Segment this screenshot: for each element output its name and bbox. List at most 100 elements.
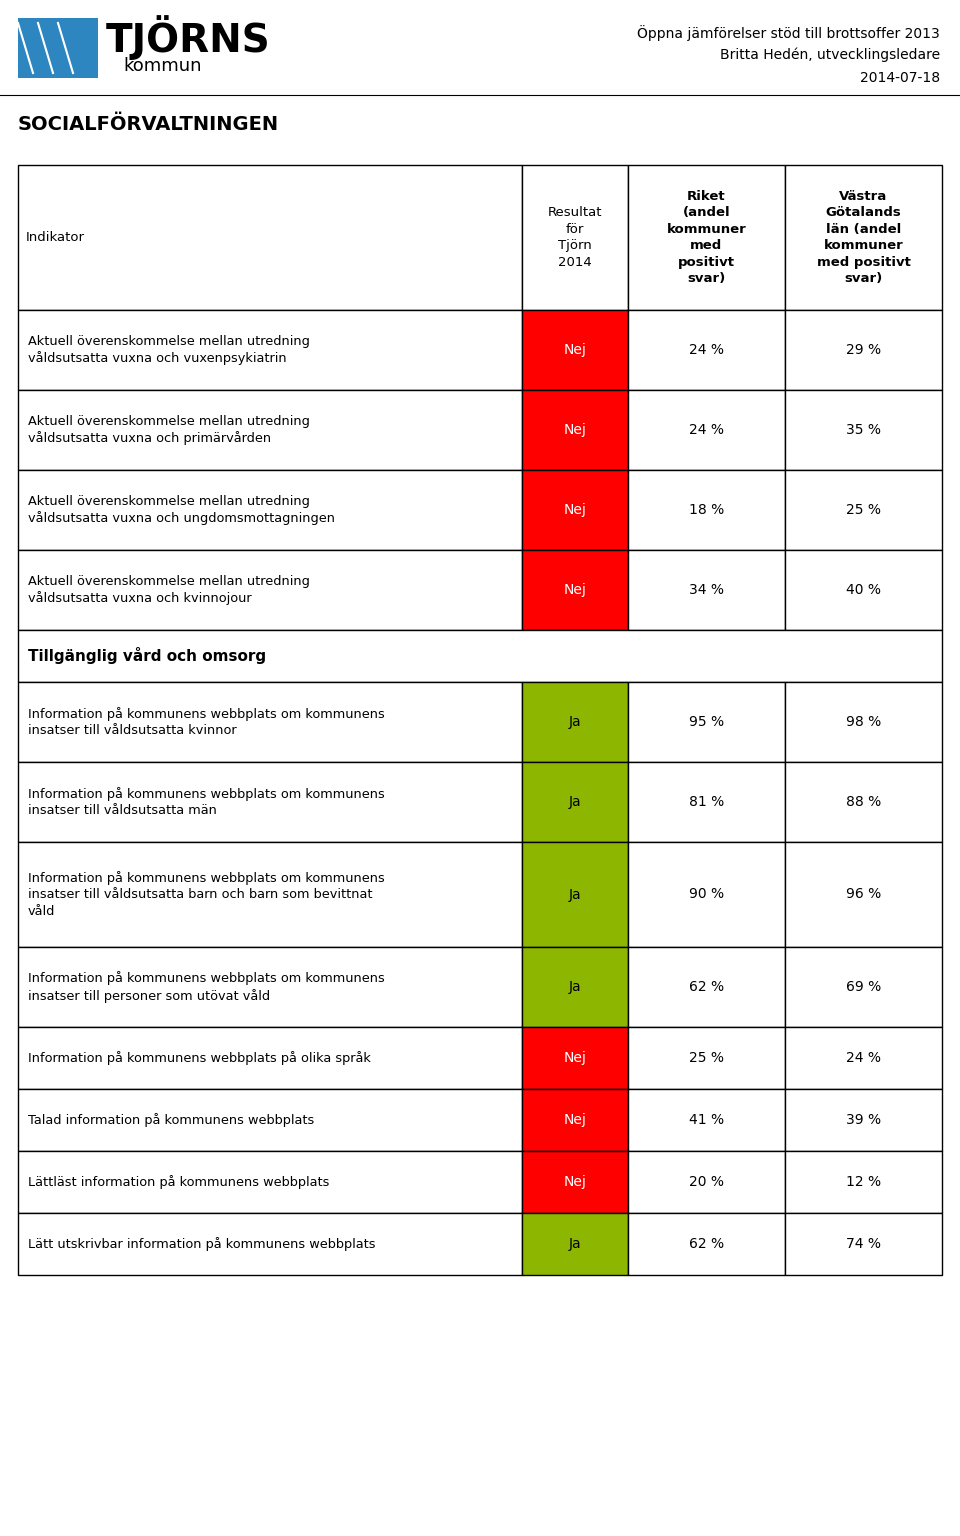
Text: Tillgänglig vård och omsorg: Tillgänglig vård och omsorg bbox=[28, 648, 266, 665]
Bar bbox=[521, 550, 628, 630]
Text: 24 %: 24 % bbox=[846, 1051, 881, 1064]
Text: 62 %: 62 % bbox=[689, 1236, 724, 1250]
Bar bbox=[18, 948, 521, 1028]
Bar bbox=[628, 1089, 785, 1150]
Bar bbox=[18, 1213, 521, 1275]
Bar bbox=[18, 630, 942, 682]
Bar bbox=[18, 310, 521, 390]
Text: 25 %: 25 % bbox=[846, 502, 881, 518]
Bar bbox=[18, 1028, 521, 1089]
Bar bbox=[785, 310, 942, 390]
Text: 95 %: 95 % bbox=[689, 714, 724, 730]
Text: Ja: Ja bbox=[568, 980, 581, 994]
Bar bbox=[521, 682, 628, 762]
Bar bbox=[628, 1150, 785, 1213]
Bar bbox=[785, 390, 942, 470]
Bar bbox=[785, 1213, 942, 1275]
Bar bbox=[521, 842, 628, 948]
Text: 29 %: 29 % bbox=[846, 343, 881, 356]
Bar bbox=[785, 842, 942, 948]
Text: Nej: Nej bbox=[564, 584, 587, 598]
Bar bbox=[18, 18, 98, 78]
Bar bbox=[521, 390, 628, 470]
Bar bbox=[521, 1213, 628, 1275]
Bar bbox=[521, 310, 628, 390]
Bar bbox=[18, 1150, 521, 1213]
Text: Nej: Nej bbox=[564, 1114, 587, 1127]
Text: 25 %: 25 % bbox=[689, 1051, 724, 1064]
Text: Talad information på kommunens webbplats: Talad information på kommunens webbplats bbox=[28, 1114, 314, 1127]
Bar bbox=[18, 164, 521, 310]
Text: Ja: Ja bbox=[568, 796, 581, 809]
Bar bbox=[18, 762, 521, 842]
Bar bbox=[521, 1150, 628, 1213]
Text: 98 %: 98 % bbox=[846, 714, 881, 730]
Text: Information på kommunens webbplats om kommunens
insatser till våldsutsatta barn : Information på kommunens webbplats om ko… bbox=[28, 871, 385, 919]
Bar bbox=[521, 1089, 628, 1150]
Text: 88 %: 88 % bbox=[846, 796, 881, 809]
Text: 96 %: 96 % bbox=[846, 888, 881, 902]
Bar bbox=[628, 1028, 785, 1089]
Bar bbox=[521, 470, 628, 550]
Bar bbox=[18, 470, 521, 550]
Text: Nej: Nej bbox=[564, 422, 587, 438]
Text: Aktuell överenskommelse mellan utredning
våldsutsatta vuxna och vuxenpsykiatrin: Aktuell överenskommelse mellan utredning… bbox=[28, 335, 310, 366]
Bar bbox=[785, 1028, 942, 1089]
Bar bbox=[628, 470, 785, 550]
Text: Information på kommunens webbplats om kommunens
insatser till våldsutsatta kvinn: Information på kommunens webbplats om ko… bbox=[28, 707, 385, 737]
Text: 24 %: 24 % bbox=[689, 343, 724, 356]
Text: Information på kommunens webbplats om kommunens
insatser till personer som utöva: Information på kommunens webbplats om ko… bbox=[28, 971, 385, 1003]
Text: 90 %: 90 % bbox=[689, 888, 724, 902]
Text: Britta Hedén, utvecklingsledare: Britta Hedén, utvecklingsledare bbox=[720, 48, 940, 63]
Bar bbox=[18, 550, 521, 630]
Text: Ja: Ja bbox=[568, 1236, 581, 1250]
Bar bbox=[521, 948, 628, 1028]
Bar bbox=[785, 164, 942, 310]
Bar bbox=[628, 762, 785, 842]
Text: Ja: Ja bbox=[568, 888, 581, 902]
Text: Resultat
för
Tjörn
2014: Resultat för Tjörn 2014 bbox=[547, 206, 602, 269]
Text: Aktuell överenskommelse mellan utredning
våldsutsatta vuxna och kvinnojour: Aktuell överenskommelse mellan utredning… bbox=[28, 574, 310, 605]
Bar bbox=[785, 470, 942, 550]
Bar bbox=[785, 1150, 942, 1213]
Bar bbox=[628, 1213, 785, 1275]
Text: Lättläst information på kommunens webbplats: Lättläst information på kommunens webbpl… bbox=[28, 1175, 329, 1189]
Text: 35 %: 35 % bbox=[846, 422, 881, 438]
Text: 81 %: 81 % bbox=[688, 796, 724, 809]
Bar bbox=[18, 842, 521, 948]
Bar bbox=[785, 550, 942, 630]
Text: Aktuell överenskommelse mellan utredning
våldsutsatta vuxna och ungdomsmottagnin: Aktuell överenskommelse mellan utredning… bbox=[28, 495, 335, 525]
Text: 69 %: 69 % bbox=[846, 980, 881, 994]
Text: Nej: Nej bbox=[564, 502, 587, 518]
Text: 24 %: 24 % bbox=[689, 422, 724, 438]
Bar bbox=[18, 390, 521, 470]
Text: 20 %: 20 % bbox=[689, 1175, 724, 1189]
Text: 74 %: 74 % bbox=[846, 1236, 881, 1250]
Text: 62 %: 62 % bbox=[689, 980, 724, 994]
Text: 40 %: 40 % bbox=[846, 584, 881, 598]
Text: Öppna jämförelser stöd till brottsoffer 2013: Öppna jämförelser stöd till brottsoffer … bbox=[637, 25, 940, 41]
Bar bbox=[628, 390, 785, 470]
Text: Ja: Ja bbox=[568, 714, 581, 730]
Text: TJÖRNS: TJÖRNS bbox=[106, 15, 271, 60]
Bar bbox=[785, 762, 942, 842]
Bar bbox=[521, 164, 628, 310]
Bar bbox=[628, 310, 785, 390]
Bar bbox=[18, 682, 521, 762]
Text: SOCIALFÖRVALTNINGEN: SOCIALFÖRVALTNINGEN bbox=[18, 115, 279, 134]
Bar bbox=[521, 762, 628, 842]
Text: Aktuell överenskommelse mellan utredning
våldsutsatta vuxna och primärvården: Aktuell överenskommelse mellan utredning… bbox=[28, 415, 310, 445]
Bar bbox=[521, 1028, 628, 1089]
Text: 39 %: 39 % bbox=[846, 1114, 881, 1127]
Bar bbox=[628, 164, 785, 310]
Text: kommun: kommun bbox=[123, 57, 202, 75]
Text: Nej: Nej bbox=[564, 1051, 587, 1064]
Text: Lätt utskrivbar information på kommunens webbplats: Lätt utskrivbar information på kommunens… bbox=[28, 1236, 375, 1250]
Text: Information på kommunens webbplats om kommunens
insatser till våldsutsatta män: Information på kommunens webbplats om ko… bbox=[28, 786, 385, 817]
Bar bbox=[628, 842, 785, 948]
Text: 41 %: 41 % bbox=[689, 1114, 724, 1127]
Text: Information på kommunens webbplats på olika språk: Information på kommunens webbplats på ol… bbox=[28, 1051, 371, 1064]
Text: 18 %: 18 % bbox=[688, 502, 724, 518]
Text: Nej: Nej bbox=[564, 1175, 587, 1189]
Bar bbox=[785, 1089, 942, 1150]
